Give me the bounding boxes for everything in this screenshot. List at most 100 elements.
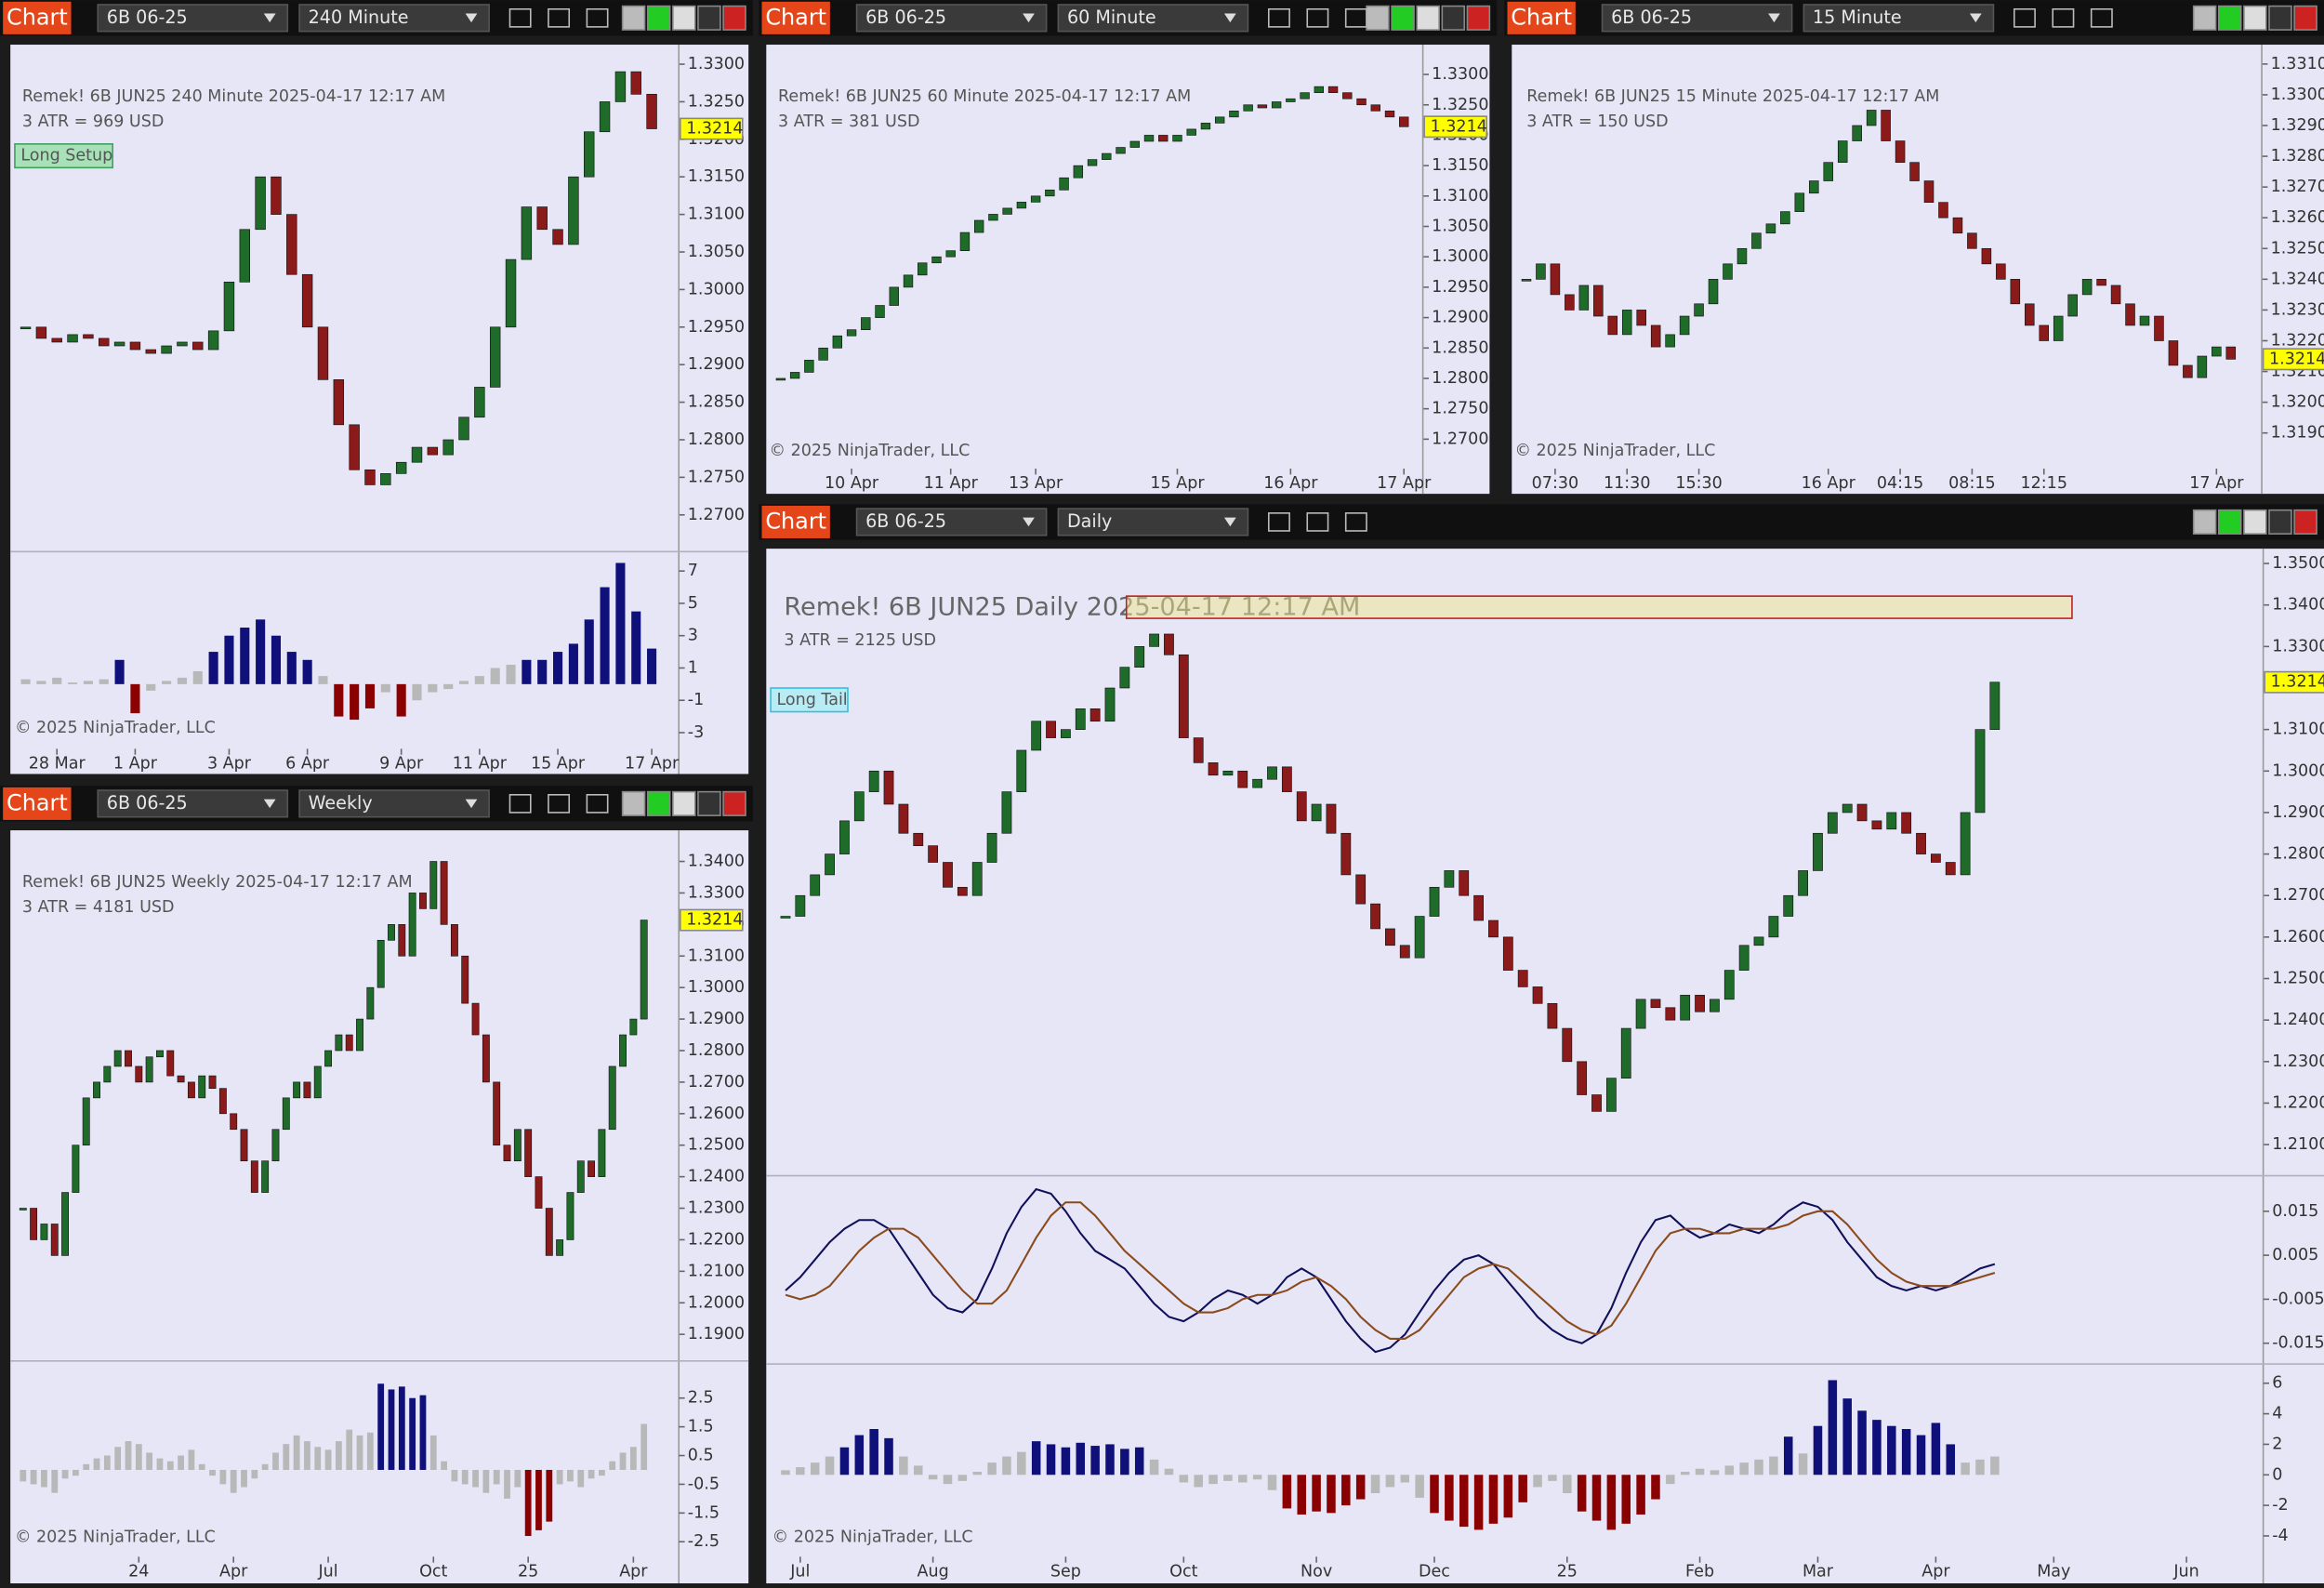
histogram-bar <box>796 1467 805 1476</box>
window-button[interactable] <box>1416 5 1440 31</box>
chart-button[interactable] <box>1507 1 1576 34</box>
candle <box>918 262 928 276</box>
histogram-bar <box>208 652 218 684</box>
histogram-bar <box>336 1441 342 1470</box>
candle <box>1327 86 1339 94</box>
window-button[interactable] <box>2243 509 2267 535</box>
histogram-bar <box>640 1423 648 1470</box>
window-button[interactable] <box>2192 509 2217 535</box>
candle <box>1916 832 1926 854</box>
tool-icon[interactable] <box>586 7 609 28</box>
candle <box>1271 101 1282 109</box>
histogram-bar <box>377 1383 385 1470</box>
candle <box>1550 263 1561 296</box>
tool-icon[interactable] <box>1344 512 1367 532</box>
instrument-dropdown[interactable] <box>97 789 289 818</box>
window-button[interactable] <box>2218 5 2242 31</box>
candle <box>1923 180 1934 203</box>
histogram-bar <box>346 1429 353 1470</box>
y-tick-label: 1.3000 <box>1432 247 1488 266</box>
window-button[interactable] <box>2268 5 2292 31</box>
histogram-bar <box>130 683 140 714</box>
chart-button[interactable] <box>3 787 72 820</box>
x-tick-label: 15 Apr <box>531 754 586 773</box>
candle <box>1738 945 1750 971</box>
candle <box>945 250 956 258</box>
tool-icon[interactable] <box>2052 7 2075 28</box>
window-button[interactable] <box>646 5 671 31</box>
histogram-bar <box>156 1458 164 1470</box>
tool-icon[interactable] <box>548 7 571 28</box>
tool-icon[interactable] <box>548 794 571 814</box>
tool-icon[interactable] <box>586 794 609 814</box>
chart-button[interactable] <box>761 505 830 538</box>
window-button[interactable] <box>722 5 746 31</box>
tool-icon[interactable] <box>1267 7 1290 28</box>
window-button[interactable] <box>697 5 721 31</box>
tool-icon[interactable] <box>508 7 532 28</box>
candle <box>971 862 983 896</box>
instrument-dropdown[interactable] <box>97 4 289 33</box>
chart-button[interactable] <box>3 1 72 34</box>
histogram-bar <box>1931 1423 1941 1476</box>
histogram-bar <box>825 1456 835 1476</box>
interval-dropdown[interactable] <box>298 4 490 33</box>
candle <box>903 274 914 288</box>
histogram-bar <box>1710 1470 1720 1476</box>
tool-icon[interactable] <box>2013 7 2036 28</box>
y-tick-label: 1.2400 <box>2272 1011 2324 1029</box>
window-button[interactable] <box>2293 509 2317 535</box>
interval-dropdown[interactable] <box>1057 508 1249 536</box>
window-button[interactable] <box>621 790 646 816</box>
candle <box>1635 999 1646 1029</box>
window-button[interactable] <box>646 790 671 816</box>
histogram-bar <box>1355 1475 1366 1500</box>
candle <box>489 326 501 388</box>
histogram-bar <box>546 1469 553 1522</box>
window-button[interactable] <box>621 5 646 31</box>
histogram-bar <box>364 683 376 708</box>
window-button[interactable] <box>1466 5 1491 31</box>
interval-dropdown-caret <box>465 799 478 809</box>
candle <box>1852 125 1862 141</box>
window-button[interactable] <box>1391 5 1415 31</box>
instrument-dropdown[interactable] <box>855 508 1048 536</box>
window-button[interactable] <box>2268 509 2292 535</box>
window-button[interactable] <box>2293 5 2317 31</box>
window-button[interactable] <box>2243 5 2267 31</box>
window-button[interactable] <box>2218 509 2242 535</box>
candle <box>1158 135 1169 142</box>
histogram-bar <box>1754 1459 1763 1476</box>
interval-dropdown[interactable] <box>1057 4 1249 33</box>
candle <box>1536 263 1546 280</box>
tool-icon[interactable] <box>2090 7 2113 28</box>
interval-dropdown[interactable] <box>1802 4 1995 33</box>
chart-button[interactable] <box>761 1 830 34</box>
tool-icon[interactable] <box>1344 7 1367 28</box>
window-button[interactable] <box>2192 5 2217 31</box>
window-button[interactable] <box>672 790 696 816</box>
instrument-dropdown[interactable] <box>855 4 1048 33</box>
candle <box>1172 135 1182 142</box>
candle <box>161 345 172 354</box>
candle <box>566 1192 574 1240</box>
tool-icon[interactable] <box>1306 7 1329 28</box>
tool-icon[interactable] <box>1267 512 1290 532</box>
window-button[interactable] <box>1366 5 1390 31</box>
candle <box>50 1224 59 1256</box>
window-button[interactable] <box>697 790 721 816</box>
window-button[interactable] <box>672 5 696 31</box>
candle <box>450 924 458 957</box>
histogram-bar <box>1297 1475 1306 1515</box>
instrument-dropdown[interactable] <box>1601 4 1793 33</box>
x-tick-label: 1 Apr <box>113 754 158 773</box>
candle <box>1981 247 1992 265</box>
tool-icon[interactable] <box>508 794 532 814</box>
tool-icon[interactable] <box>1306 512 1329 532</box>
window-button[interactable] <box>1441 5 1466 31</box>
window-button[interactable] <box>722 790 746 816</box>
interval-dropdown[interactable] <box>298 789 490 818</box>
candle <box>1823 162 1834 181</box>
candle <box>1186 128 1196 136</box>
candle <box>1030 195 1041 203</box>
